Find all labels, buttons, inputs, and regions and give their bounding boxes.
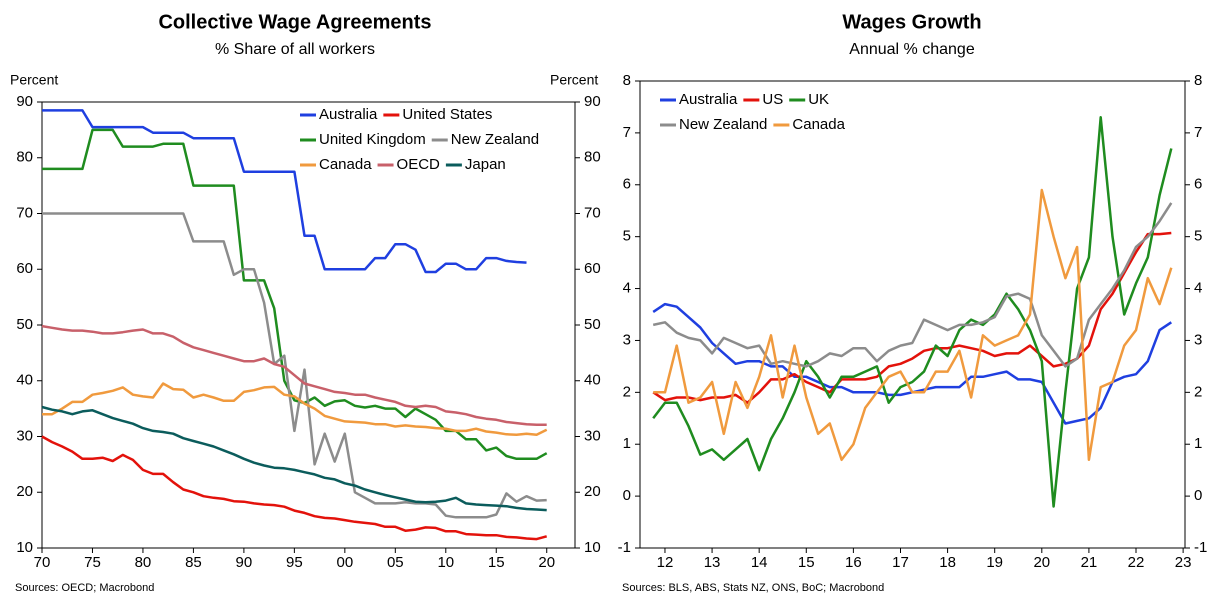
y-tick-label: 50 xyxy=(16,316,33,333)
chart-subtitle: Annual % change xyxy=(849,41,975,58)
y-tick-label: 8 xyxy=(623,72,631,89)
x-tick-label: 20 xyxy=(538,554,555,571)
y2-tick-label: 60 xyxy=(584,260,601,277)
legend-label: UK xyxy=(808,91,829,108)
y2-tick-label: 4 xyxy=(1194,280,1202,297)
x-tick-label: 22 xyxy=(1128,554,1145,571)
x-tick-label: 95 xyxy=(286,554,303,571)
y-tick-label: 3 xyxy=(623,331,631,348)
chart-subtitle: % Share of all workers xyxy=(215,41,375,58)
legend-label: United States xyxy=(402,106,492,123)
series-line xyxy=(41,324,547,427)
series-line xyxy=(652,202,1173,368)
y2-tick-label: 80 xyxy=(584,149,601,166)
x-tick-label: 18 xyxy=(939,554,956,571)
x-tick-label: 80 xyxy=(135,554,152,571)
x-tick-label: 90 xyxy=(236,554,253,571)
x-tick-label: 14 xyxy=(751,554,768,571)
y2-tick-label: 8 xyxy=(1194,72,1202,89)
x-tick-label: 15 xyxy=(488,554,505,571)
y2-tick-label: 90 xyxy=(584,93,601,110)
y-tick-label: 0 xyxy=(623,487,631,504)
y-tick-label: 90 xyxy=(16,93,33,110)
y2-tick-label: 5 xyxy=(1194,228,1202,245)
y2-tick-label: 7 xyxy=(1194,124,1202,141)
x-tick-label: 00 xyxy=(336,554,353,571)
series-line xyxy=(652,116,1173,508)
legend-label: Australia xyxy=(319,106,378,123)
legend-label: Japan xyxy=(465,156,506,173)
series-line xyxy=(653,188,1173,462)
x-tick-label: 13 xyxy=(704,554,721,571)
legend-label: Australia xyxy=(679,91,738,108)
y-tick-label: 2 xyxy=(623,383,631,400)
x-tick-label: 70 xyxy=(34,554,51,571)
y2-tick-label: 20 xyxy=(584,483,601,500)
x-tick-label: 15 xyxy=(798,554,815,571)
y2-tick-label: 70 xyxy=(584,204,601,221)
y2-tick-label: 6 xyxy=(1194,176,1202,193)
chart-title: Wages Growth xyxy=(842,11,981,33)
series-line xyxy=(41,435,548,541)
x-tick-label: 23 xyxy=(1175,554,1192,571)
y2-tick-label: 0 xyxy=(1194,487,1202,504)
y-tick-label: -1 xyxy=(618,539,631,556)
series-line xyxy=(652,231,1172,404)
y-tick-label: 1 xyxy=(623,435,631,452)
y2-tick-label: 30 xyxy=(584,427,601,444)
x-tick-label: 21 xyxy=(1081,554,1098,571)
series-line xyxy=(42,212,547,519)
legend-label: US xyxy=(762,91,783,108)
x-tick-label: 16 xyxy=(845,554,862,571)
y-tick-label: 4 xyxy=(623,280,631,297)
y2-tick-label: 1 xyxy=(1194,435,1202,452)
legend-label: New Zealand xyxy=(451,131,539,148)
legend-label: OECD xyxy=(397,156,441,173)
y-tick-label: 5 xyxy=(623,228,631,245)
y2-tick-label: 50 xyxy=(584,316,601,333)
series-line xyxy=(42,109,527,274)
y-tick-label: 6 xyxy=(623,176,631,193)
legend-label: New Zealand xyxy=(679,116,767,133)
y-tick-label: 70 xyxy=(16,204,33,221)
x-tick-label: 05 xyxy=(387,554,404,571)
y-axis-label: Percent xyxy=(10,72,58,88)
plot-frame xyxy=(639,80,1186,549)
chart-title: Collective Wage Agreements xyxy=(158,11,431,33)
y2-tick-label: 10 xyxy=(584,539,601,556)
y-tick-label: 20 xyxy=(16,483,33,500)
y-tick-label: 40 xyxy=(16,372,33,389)
series-line xyxy=(42,128,548,461)
series-line xyxy=(42,382,548,437)
x-tick-label: 75 xyxy=(84,554,101,571)
x-tick-label: 20 xyxy=(1033,554,1050,571)
legend-label: Canada xyxy=(319,156,372,173)
x-tick-label: 10 xyxy=(437,554,454,571)
y-tick-label: 80 xyxy=(16,149,33,166)
y2-axis-label: Percent xyxy=(550,72,598,88)
legend-label: United Kingdom xyxy=(319,131,426,148)
legend-label: Canada xyxy=(792,116,845,133)
y-tick-label: 10 xyxy=(16,539,33,556)
y2-tick-label: -1 xyxy=(1194,539,1207,556)
series-line xyxy=(41,405,547,512)
x-tick-label: 19 xyxy=(986,554,1003,571)
y-tick-label: 60 xyxy=(16,260,33,277)
x-tick-label: 12 xyxy=(657,554,674,571)
source: Sources: BLS, ABS, Stats NZ, ONS, BoC; M… xyxy=(622,582,884,594)
y2-tick-label: 3 xyxy=(1194,331,1202,348)
source: Sources: OECD; Macrobond xyxy=(15,582,154,594)
y2-tick-label: 2 xyxy=(1194,383,1202,400)
y-tick-label: 30 xyxy=(16,427,33,444)
y-tick-label: 7 xyxy=(623,124,631,141)
y2-tick-label: 40 xyxy=(584,372,601,389)
x-tick-label: 17 xyxy=(892,554,909,571)
x-tick-label: 85 xyxy=(185,554,202,571)
